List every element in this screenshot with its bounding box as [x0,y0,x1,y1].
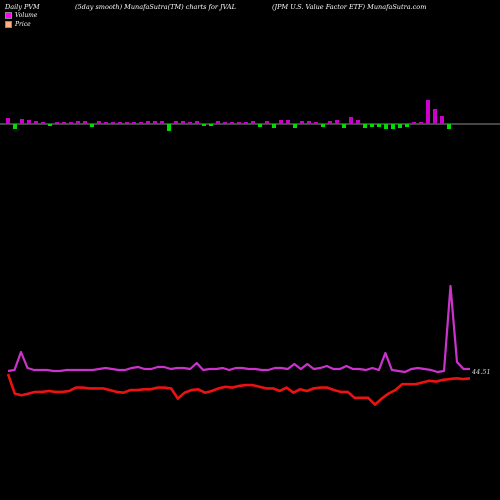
volume-bar [335,120,339,124]
legend-price-swatch [5,21,12,28]
volume-bar [223,122,227,124]
volume-bar [398,124,402,128]
chart-header-left: Daily PVM [5,3,40,11]
volume-bar [97,121,101,124]
volume-bar [174,121,178,124]
volume-bar [258,124,262,127]
volume-bar [146,121,150,124]
volume-bar [181,121,185,124]
legend-volume-swatch [5,12,12,19]
volume-bar [440,116,444,124]
volume-bar [76,121,80,124]
volume-bar [307,121,311,124]
legend-item-price: Price [5,21,31,28]
legend-item-volume: Volume [5,12,37,19]
volume-bar [272,124,276,128]
volume-bar [132,122,136,124]
volume-bar [293,124,297,128]
chart-header-title: (5day smooth) MunafaSutra(TM) charts for… [75,3,236,11]
volume-bar [195,121,199,124]
volume-bar [279,120,283,124]
volume-bar [363,124,367,128]
volume-bar [153,121,157,124]
volume-bar [111,122,115,124]
volume-bar [104,122,108,124]
legend-price-label: Price [15,21,31,28]
volume-bar [13,124,17,129]
volume-bar [20,119,24,124]
volume-bar [300,121,304,124]
volume-bar [342,124,346,128]
volume-bar [209,124,213,126]
volume-bar [188,122,192,124]
volume-bar [370,124,374,127]
volume-bar [433,109,437,124]
volume-bar [419,122,423,124]
volume-bar [202,124,206,126]
volume-bar [286,120,290,124]
volume-bar [34,121,38,124]
legend-volume-label: Volume [15,12,38,19]
price-line [6,373,471,406]
volume-bar [83,121,87,124]
volume-bar [384,124,388,129]
volume-bar [237,122,241,124]
volume-bar [167,124,171,131]
volume-bar [412,122,416,124]
volume-bar [62,122,66,124]
volume-bar [55,122,59,124]
volume-bar [216,121,220,124]
volume-line [7,284,470,374]
volume-bar [405,124,409,127]
volume-bar [139,122,143,124]
volume-bar [349,117,353,124]
volume-bar [118,122,122,124]
volume-bar [90,124,94,127]
volume-bar [48,124,52,126]
volume-bar [321,124,325,127]
volume-bar [251,121,255,124]
volume-bar [160,121,164,124]
volume-bar [391,124,395,129]
chart-header-source: (JPM U.S. Value Factor ETF) MunafaSutra.… [272,3,427,11]
volume-bar [6,118,10,124]
volume-bar [27,120,31,124]
volume-bar [244,122,248,124]
volume-bar [69,122,73,124]
volume-bar [447,124,451,129]
volume-bar [356,120,360,124]
volume-bar [328,121,332,124]
volume-bar [265,121,269,124]
volume-bar [41,122,45,124]
volume-bar [125,122,129,124]
volume-bar [426,100,430,124]
price-last-label: 44.51 [471,368,491,376]
volume-bar [230,122,234,124]
volume-bar [314,122,318,124]
volume-bar [377,124,381,127]
